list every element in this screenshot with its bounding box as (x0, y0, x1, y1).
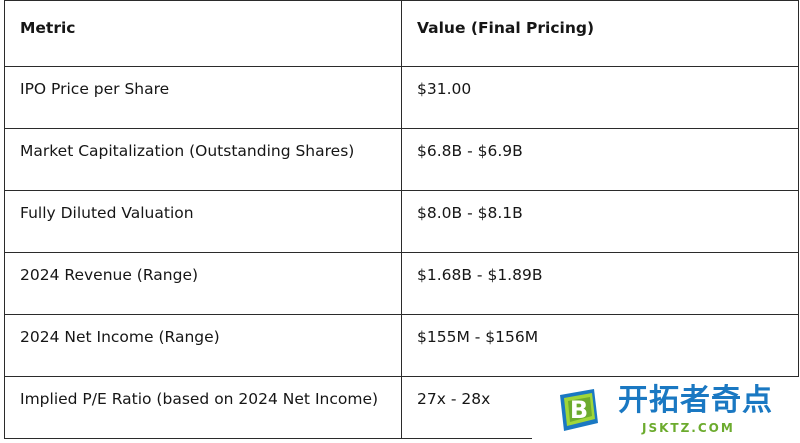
table-row: Fully Diluted Valuation $8.0B - $8.1B (4, 190, 799, 253)
brand-logo-icon: B (560, 389, 598, 431)
metric-cell: Implied P/E Ratio (based on 2024 Net Inc… (4, 376, 402, 439)
value-cell: $1.68B - $1.89B (401, 252, 799, 315)
table-row: 2024 Revenue (Range) $1.68B - $1.89B (4, 252, 799, 315)
metric-cell: Fully Diluted Valuation (4, 190, 402, 253)
metric-cell: 2024 Revenue (Range) (4, 252, 402, 315)
pricing-table: Metric Value (Final Pricing) IPO Price p… (4, 0, 799, 439)
header-value: Value (Final Pricing) (401, 0, 799, 67)
metric-cell: Market Capitalization (Outstanding Share… (4, 128, 402, 191)
value-cell: $6.8B - $6.9B (401, 128, 799, 191)
svg-text:B: B (570, 396, 588, 424)
table-header-row: Metric Value (Final Pricing) (4, 0, 799, 67)
watermark-title: 开拓者奇点 (618, 383, 773, 418)
header-metric: Metric (4, 0, 402, 67)
metric-cell: IPO Price per Share (4, 66, 402, 129)
pricing-table-container: Metric Value (Final Pricing) IPO Price p… (4, 0, 799, 439)
metric-cell: 2024 Net Income (Range) (4, 314, 402, 377)
value-cell: $155M - $156M (401, 314, 799, 377)
watermark-domain: JSKTZ.COM (642, 421, 735, 435)
table-row: Market Capitalization (Outstanding Share… (4, 128, 799, 191)
value-cell: $31.00 (401, 66, 799, 129)
value-cell: $8.0B - $8.1B (401, 190, 799, 253)
site-watermark: B 开拓者奇点 JSKTZ.COM (532, 377, 800, 443)
table-row: IPO Price per Share $31.00 (4, 66, 799, 129)
table-row: 2024 Net Income (Range) $155M - $156M (4, 314, 799, 377)
